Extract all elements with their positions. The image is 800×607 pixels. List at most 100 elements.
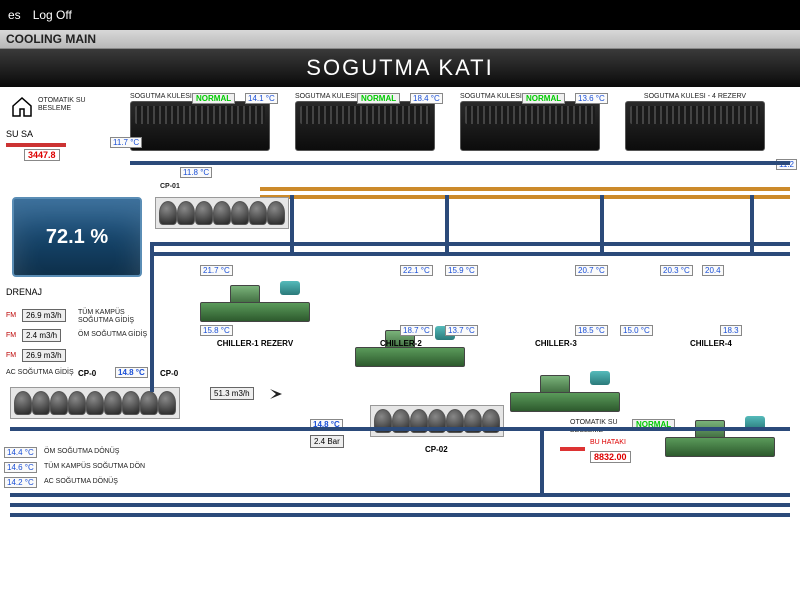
low-pipe <box>10 427 790 431</box>
mid-flow: 51.3 m3/h <box>210 387 254 400</box>
flow-kampus-label: TÜM KAMPÜS SOĞUTMA GİDİŞ <box>78 309 148 324</box>
om-donus-t: 14.4 °C <box>4 447 37 458</box>
logoff-link[interactable]: Log Off <box>33 8 72 22</box>
valve-icon[interactable] <box>270 389 282 399</box>
tower-return-pipe <box>130 161 790 165</box>
scada-canvas: OTOMATIK SU BESLEME SU SA 3447.8 SOGUTMA… <box>0 87 800 607</box>
pump-icon[interactable] <box>195 201 213 225</box>
tower-1-status: NORMAL <box>192 93 235 104</box>
chiller-4-t3: 20.4 <box>702 265 724 276</box>
chiller-1-tin: 21.7 °C <box>200 265 233 276</box>
pump-icon[interactable] <box>159 201 177 225</box>
v-pipe-5 <box>150 242 154 392</box>
tower-1[interactable] <box>130 101 270 151</box>
tower-line-temp: 11.8 °C <box>180 167 212 178</box>
mid-pipe-1 <box>150 242 790 246</box>
chiller-2-name: CHILLER-2 <box>380 339 422 348</box>
auto2-warn: BU HATAKI <box>590 439 626 447</box>
pipe-red <box>6 143 66 147</box>
nav-item[interactable]: es <box>8 8 21 22</box>
flow-kampus: 26.9 m3/h <box>22 309 66 322</box>
mid-pipe-2 <box>150 252 790 256</box>
om-donus-label: ÖM SOĞUTMA DÖNÜŞ <box>44 448 119 456</box>
ac-donus-label: AC SOĞUTMA DÖNÜŞ <box>44 478 118 486</box>
tower-2[interactable] <box>295 101 435 151</box>
flow-3: 26.9 m3/h <box>22 349 66 362</box>
chiller-2-tin: 22.1 °C <box>400 265 433 276</box>
mid-bar: 2.4 Bar <box>310 435 344 448</box>
pump-icon[interactable] <box>32 391 50 415</box>
chiller-4-name: CHILLER-4 <box>690 339 732 348</box>
chiller-4[interactable] <box>665 412 775 457</box>
cp01-label: CP-01 <box>160 183 180 191</box>
tower-2-temp-out: 18.4 °C <box>410 93 443 104</box>
pump-icon[interactable] <box>50 391 68 415</box>
v-pipe-4 <box>750 195 754 255</box>
chiller-3[interactable] <box>510 367 620 412</box>
pump-icon[interactable] <box>122 391 140 415</box>
tower-1-temp-out: 14.1 °C <box>245 93 278 104</box>
pump-icon[interactable] <box>68 391 86 415</box>
pump-icon[interactable] <box>231 201 249 225</box>
chiller-3-tout: 18.5 °C <box>575 325 608 336</box>
kampus-donus-label: TÜM KAMPÜS SOĞUTMA DÖN <box>44 463 145 471</box>
cp01-pumps[interactable] <box>155 197 289 229</box>
tower-4[interactable] <box>625 101 765 151</box>
home-icon[interactable] <box>10 95 34 119</box>
flow-om-label: ÖM SOĞUTMA GİDİŞ <box>78 331 147 339</box>
bottom-pipe-3 <box>10 513 790 517</box>
tower-1-temp-in: 11.7 °C <box>110 137 142 148</box>
pump-icon[interactable] <box>213 201 231 225</box>
cp02-pumps[interactable] <box>370 405 504 437</box>
fm-label-1: FM <box>6 312 16 319</box>
tower-2-status: NORMAL <box>357 93 400 104</box>
cp0-temp: 14.8 °C <box>115 367 148 378</box>
hot-pipe <box>260 187 790 191</box>
pump-icon[interactable] <box>14 391 32 415</box>
v-pipe-6 <box>540 427 544 497</box>
chiller-3-tin: 20.7 °C <box>575 265 608 276</box>
tower-3-temp-out: 13.6 °C <box>575 93 608 104</box>
ac-donus-t: 14.2 °C <box>4 477 37 488</box>
tower-3-status: NORMAL <box>522 93 565 104</box>
bottom-pipe-1 <box>10 493 790 497</box>
su-sa-label: SU SA <box>6 129 33 139</box>
chiller-3-name: CHILLER-3 <box>535 339 577 348</box>
fm-label-2: FM <box>6 332 16 339</box>
cp0b-label: CP-0 <box>160 369 178 378</box>
pump-row-left[interactable] <box>10 387 180 419</box>
v-pipe-2 <box>445 195 449 255</box>
tower-3[interactable] <box>460 101 600 151</box>
cp02-label: CP-02 <box>425 445 448 454</box>
auto2-val: 8832.00 <box>590 451 631 463</box>
water-tank[interactable]: 72.1 % <box>12 197 142 277</box>
flow-om: 2.4 m3/h <box>22 329 61 342</box>
chiller-2-t3: 15.9 °C <box>445 265 478 276</box>
fm-label-3: FM <box>6 352 16 359</box>
chiller-4-tout: 18.3 <box>720 325 742 336</box>
pump-icon[interactable] <box>177 201 195 225</box>
page-title: SOGUTMA KATI <box>0 49 800 87</box>
kampus-donus-t: 14.6 °C <box>4 462 37 473</box>
pump-icon[interactable] <box>158 391 176 415</box>
chiller-4-tin: 20.3 °C <box>660 265 693 276</box>
chiller-1[interactable] <box>200 277 310 322</box>
auto-feed-label: OTOMATIK SU BESLEME <box>38 97 86 112</box>
su-sa-value: 3447.8 <box>24 149 60 161</box>
chiller-3-t3: 15.0 °C <box>620 325 653 336</box>
bottom-pipe-2 <box>10 503 790 507</box>
pump-icon[interactable] <box>104 391 122 415</box>
chiller-1-name: CHILLER-1 REZERV <box>210 339 300 348</box>
chiller-2-t4: 13.7 °C <box>445 325 478 336</box>
v-pipe-3 <box>600 195 604 255</box>
drain-label: DRENAJ <box>6 287 42 297</box>
pump-icon[interactable] <box>267 201 285 225</box>
tower-4-name: SOGUTMA KULESI - 4 REZERV <box>625 93 765 101</box>
ac-gidis-label: AC SOĞUTMA GİDİŞ <box>6 369 74 377</box>
pump-icon[interactable] <box>140 391 158 415</box>
pump-icon[interactable] <box>86 391 104 415</box>
chiller-1-tout: 15.8 °C <box>200 325 233 336</box>
chiller-2-tout: 18.7 °C <box>400 325 433 336</box>
cp0a-label: CP-0 <box>78 369 96 378</box>
pump-icon[interactable] <box>249 201 267 225</box>
